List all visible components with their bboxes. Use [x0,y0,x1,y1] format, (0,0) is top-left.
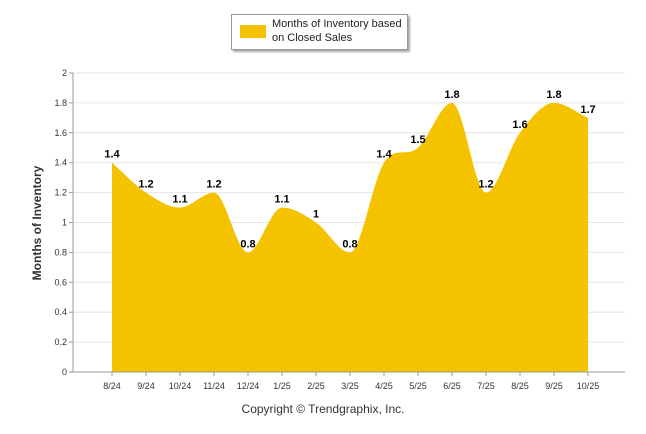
y-tick-label: 0.4 [54,307,67,317]
legend-swatch [240,25,266,38]
y-tick-label: 1.2 [54,188,67,198]
data-label: 1.4 [376,149,392,161]
data-label: 1.5 [410,134,425,146]
x-tick-label: 7/25 [477,381,495,391]
x-tick-labels: 8/24 9/24 10/24 11/24 12/24 1/25 2/25 3/25 4/25 5… [103,381,599,391]
y-tick-label: 0.8 [54,247,67,257]
y-tick-label: 1 [62,218,67,228]
data-label: 1.4 [104,149,120,161]
area-fill [112,102,588,373]
data-label: 1.2 [478,179,493,191]
y-tick-labels: 0 0.2 0.4 0.6 0.8 1 1.2 1.4 1.6 1.8 2 [54,68,67,377]
data-label: 0.8 [342,238,357,250]
x-tick-label: 4/25 [375,381,393,391]
axes [69,72,625,376]
x-tick-label: 10/25 [577,381,600,391]
x-tick-label: 8/24 [103,381,121,391]
y-tick-label: 1.6 [54,128,67,138]
x-tick-label: 5/25 [409,381,427,391]
data-label: 1.1 [274,194,289,206]
y-tick-label: 0.2 [54,337,67,347]
x-tick-label: 11/24 [203,381,225,391]
data-label: 1.2 [138,179,153,191]
x-tick-label: 10/24 [169,381,192,391]
data-label: 1 [313,209,319,221]
x-tick-label: 1/25 [273,381,291,391]
x-tick-label: 9/24 [137,381,155,391]
y-tick-label: 2 [62,68,67,78]
x-tick-label: 12/24 [237,381,260,391]
y-tick-label: 1.4 [54,158,67,168]
y-tick-label: 0 [62,367,67,377]
legend: Months of Inventory based on Closed Sale… [231,14,408,50]
copyright-text: Copyright © Trendgraphix, Inc. [241,402,405,416]
x-tick-label: 6/25 [443,381,461,391]
data-labels: 1.4 1.2 1.1 1.2 0.8 1.1 1 0.8 1.4 1.5 1.8 1.2 1.6 1.8… [104,89,595,250]
x-tick-label: 3/25 [341,381,359,391]
x-tick-label: 8/25 [511,381,529,391]
y-axis-title: Months of Inventory [30,165,44,280]
data-label: 1.2 [206,179,221,191]
y-tick-label: 1.8 [54,98,67,108]
area-series [112,102,588,373]
y-tick-label: 0.6 [54,277,67,287]
data-label: 1.8 [444,89,459,101]
x-tick-label: 9/25 [545,381,563,391]
data-label: 1.7 [580,104,595,116]
data-label: 1.1 [172,194,187,206]
legend-label: Months of Inventory based on Closed Sale… [272,18,402,44]
x-tick-label: 2/25 [307,381,325,391]
data-label: 0.8 [240,238,255,250]
data-label: 1.6 [512,119,527,131]
data-label: 1.8 [546,89,561,101]
